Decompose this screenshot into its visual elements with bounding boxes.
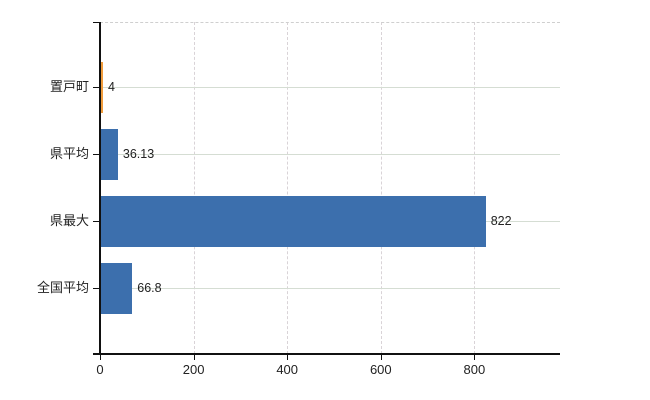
y-axis-top-tick — [93, 22, 100, 23]
y-gridline — [100, 288, 560, 289]
plot-top-border — [100, 22, 560, 23]
x-axis — [93, 353, 560, 355]
category-label: 全国平均 — [36, 280, 89, 295]
x-tick-label: 0 — [96, 362, 104, 377]
x-tick — [287, 355, 289, 360]
y-axis — [99, 22, 101, 354]
category-label: 県平均 — [49, 146, 89, 161]
category-label: 置戸町 — [49, 79, 89, 94]
x-tick-label: 800 — [463, 362, 486, 377]
x-tick-label: 400 — [276, 362, 299, 377]
bar — [101, 128, 118, 180]
x-tick — [474, 355, 476, 360]
value-label: 822 — [490, 214, 512, 228]
x-gridline — [474, 22, 476, 354]
category-label: 県最大 — [49, 213, 89, 228]
y-tick — [93, 288, 100, 289]
x-tick-label: 600 — [369, 362, 392, 377]
x-gridline — [380, 22, 382, 354]
value-label: 66.8 — [137, 281, 162, 295]
x-tick-label: 200 — [182, 362, 205, 377]
y-gridline — [100, 87, 560, 88]
x-tick — [100, 355, 101, 360]
x-gridline — [193, 22, 195, 354]
y-tick — [93, 221, 100, 222]
bar — [101, 262, 133, 314]
bar — [101, 61, 103, 113]
x-gridline — [287, 22, 289, 354]
y-tick — [93, 154, 100, 155]
y-gridline — [100, 154, 560, 155]
value-label: 4 — [108, 80, 115, 94]
bar — [101, 195, 486, 247]
x-tick — [193, 355, 195, 360]
value-label: 36.13 — [122, 147, 155, 161]
x-tick — [380, 355, 382, 360]
y-tick — [93, 87, 100, 88]
